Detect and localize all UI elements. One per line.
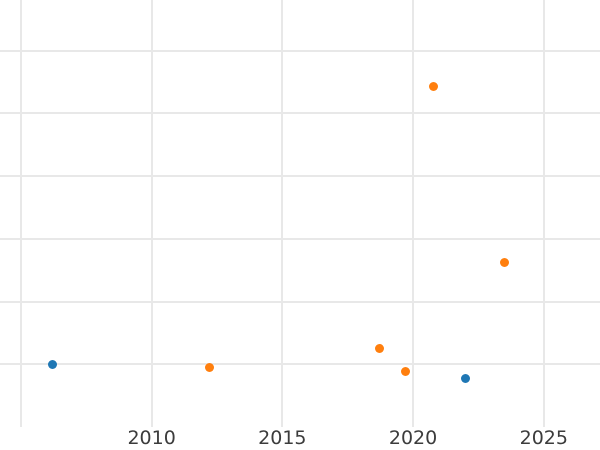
orange-series-data-point bbox=[204, 362, 214, 372]
y-gridline bbox=[0, 300, 600, 303]
orange-series-data-point bbox=[429, 82, 439, 92]
orange-series-data-point bbox=[374, 344, 384, 354]
blue-series-data-point bbox=[47, 359, 57, 369]
y-gridline bbox=[0, 363, 600, 366]
x-gridline bbox=[281, 0, 284, 427]
y-gridline bbox=[0, 49, 600, 52]
x-gridline bbox=[412, 0, 415, 427]
x-tick-label: 2020 bbox=[388, 427, 438, 449]
orange-series-data-point bbox=[500, 258, 510, 268]
y-gridline bbox=[0, 112, 600, 115]
x-axis-tick-labels: 2010 2015 2020 2025 bbox=[0, 427, 600, 450]
plot-area bbox=[0, 0, 600, 427]
x-gridline bbox=[542, 0, 545, 427]
orange-series-data-point bbox=[400, 367, 410, 377]
y-gridline bbox=[0, 237, 600, 240]
blue-series-data-point bbox=[460, 374, 470, 384]
x-tick-label: 2010 bbox=[127, 427, 176, 449]
x-tick-label: 2025 bbox=[519, 427, 568, 449]
y-gridline bbox=[0, 175, 600, 178]
x-gridline bbox=[150, 0, 153, 427]
x-gridline bbox=[19, 0, 22, 427]
x-tick-label: 2015 bbox=[258, 427, 307, 449]
